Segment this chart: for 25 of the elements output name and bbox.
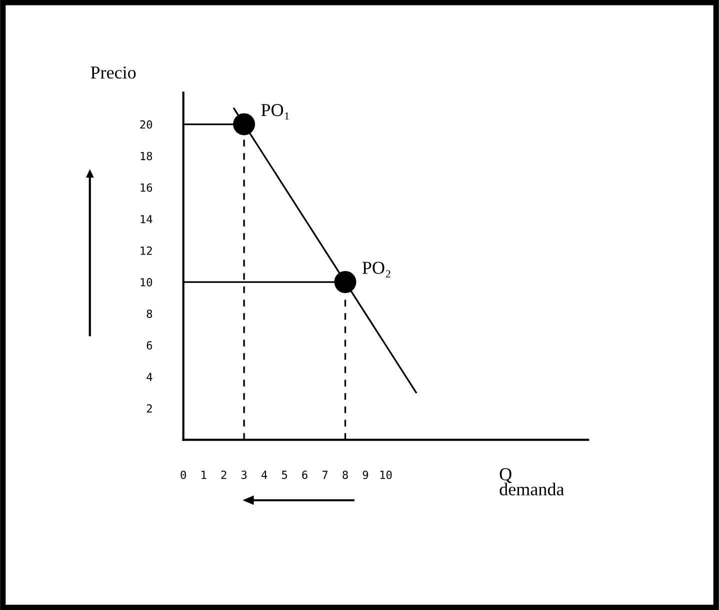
y-tick-label: 4 xyxy=(146,372,152,381)
y-tick-label: 10 xyxy=(140,278,152,286)
x-tick-label: 0 xyxy=(180,470,186,480)
y-tick-label: 14 xyxy=(140,215,152,224)
y-tick-label: 18 xyxy=(140,152,152,160)
x-tick-label: 2 xyxy=(221,470,226,479)
y-tick-label: 16 xyxy=(140,183,152,192)
x-tick-label: 1 xyxy=(202,470,206,479)
y-tick-label: 8 xyxy=(146,310,152,318)
x-tick-label: 5 xyxy=(282,470,287,480)
x-tick-label: 6 xyxy=(302,470,308,480)
x-tick-label: 3 xyxy=(241,470,247,480)
x-tick-label: 4 xyxy=(262,470,268,479)
x-tick-label: 8 xyxy=(342,470,348,480)
y-tick-label: 2 xyxy=(146,404,152,413)
x-tick-label: 10 xyxy=(380,470,392,480)
y-tick-label: 20 xyxy=(140,120,152,129)
annotation: PO₁ xyxy=(261,104,289,120)
y-tick-label: 12 xyxy=(140,246,152,255)
x-tick-label: 7 xyxy=(322,470,328,479)
annotation: PO₂ xyxy=(362,262,390,278)
x-tick-label: 9 xyxy=(362,470,368,480)
x-axis-title: Q demanda xyxy=(500,468,564,496)
y-tick-label: 6 xyxy=(146,341,152,350)
y-axis-title: Precio xyxy=(90,66,136,79)
